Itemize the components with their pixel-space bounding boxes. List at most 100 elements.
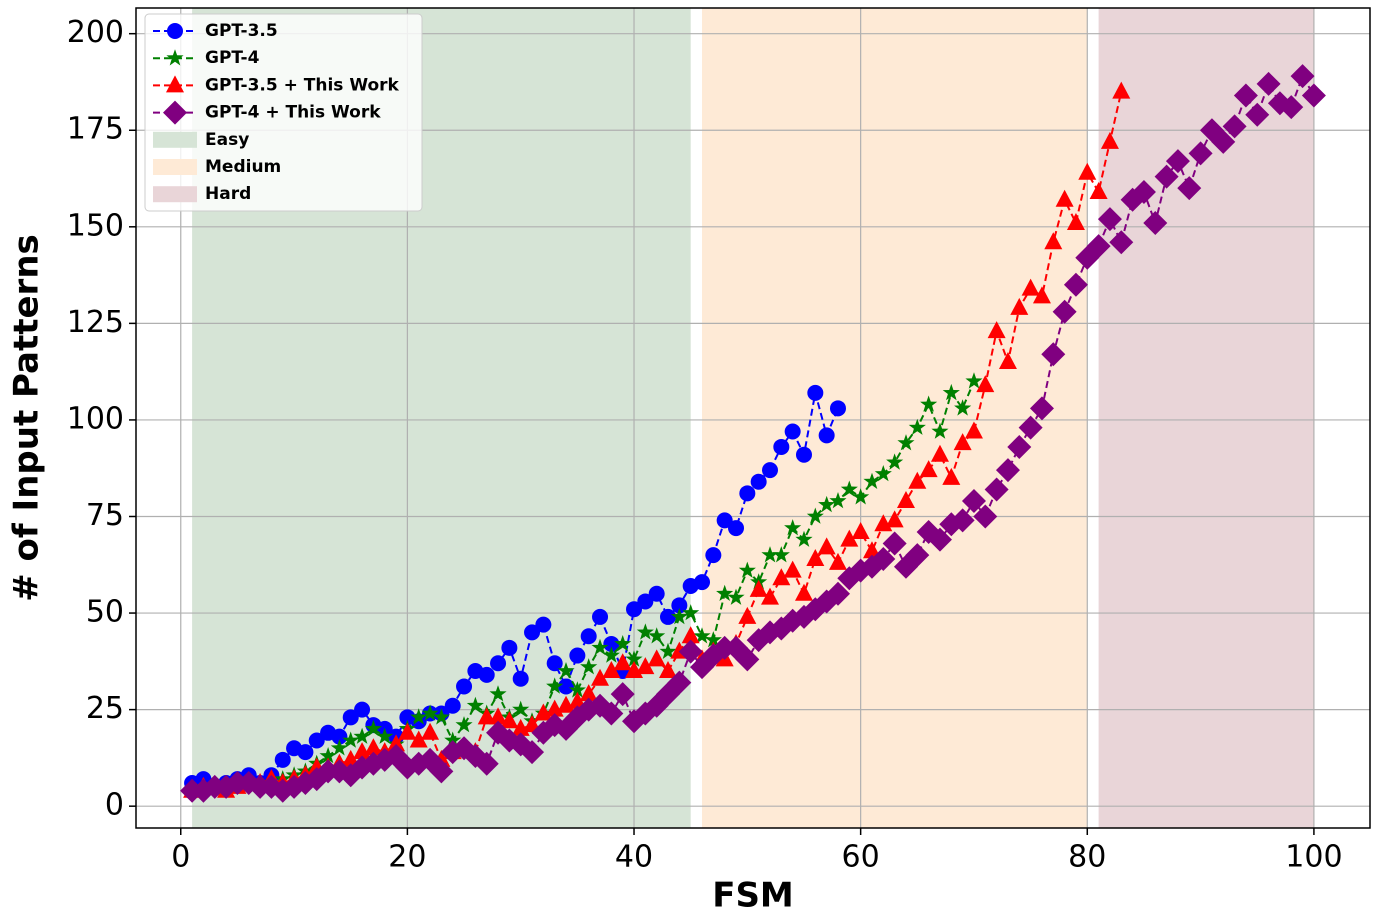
marker [342,731,360,748]
marker [489,685,507,702]
marker [973,504,998,529]
marker [908,471,927,489]
x-tick-label: 0 [171,840,190,875]
marker [455,716,473,733]
marker [432,708,450,725]
legend-label: Easy [205,130,249,150]
marker [760,587,779,605]
y-tick-label: 0 [105,788,124,823]
marker [795,530,813,547]
marker [466,696,484,713]
marker [163,100,187,125]
marker [274,751,291,768]
marker [761,462,778,479]
marker [1256,71,1281,96]
marker [772,568,791,586]
marker [354,701,371,718]
legend-label: GPT-3.5 [205,21,278,41]
marker [1021,278,1040,296]
x-tick-label: 20 [388,840,426,875]
marker [806,548,825,566]
marker [1279,95,1304,120]
marker [783,560,802,578]
marker [995,458,1020,483]
marker [1165,149,1190,174]
marker [535,616,552,633]
marker [761,546,779,563]
legend-swatch [153,186,197,203]
marker [421,722,440,740]
marker [1100,131,1119,149]
marker [825,581,850,606]
marker [626,601,643,618]
marker [489,707,508,725]
marker [863,472,881,489]
marker [998,351,1017,369]
region-span [1098,8,1314,828]
marker [667,670,692,695]
marker [636,657,655,675]
marker [659,642,677,659]
marker [602,660,621,678]
marker [546,677,564,694]
marker [772,546,790,563]
marker [784,423,801,440]
marker [735,647,760,672]
marker [342,709,359,726]
marker [919,460,938,478]
marker [851,521,870,539]
marker [580,658,598,675]
marker [908,418,926,435]
marker [961,489,986,514]
marker [647,649,666,667]
marker [874,465,892,482]
marker [885,510,904,528]
marker [429,759,454,784]
x-tick-label: 60 [842,840,880,875]
marker [840,529,859,547]
marker [501,639,518,656]
marker [1233,83,1258,108]
marker [1029,396,1054,421]
y-axis-label: # of Input Patterns [7,234,47,602]
marker [953,433,972,451]
marker [308,732,325,749]
marker [852,488,870,505]
legend-label: GPT-4 [205,48,260,68]
legend-swatch [153,159,197,175]
marker [421,704,439,721]
marker [591,638,609,656]
marker [1063,272,1088,297]
marker [637,593,654,610]
y-tick-label: 75 [86,498,124,533]
marker [331,728,348,745]
marker [330,739,348,756]
marker [727,588,745,605]
marker [579,684,598,702]
marker [682,604,700,621]
marker [942,383,960,401]
marker [353,727,371,744]
x-tick-label: 40 [615,840,653,875]
marker [1222,114,1247,139]
marker [738,606,757,624]
marker [1018,415,1043,440]
legend-label: Hard [205,184,251,204]
marker [1066,212,1085,230]
marker [569,647,586,664]
y-tick-label: 25 [86,691,124,726]
series [180,64,1326,803]
marker [478,666,495,683]
marker [1032,286,1051,304]
legend-label: Medium [205,157,281,177]
marker [920,395,938,412]
marker [784,519,802,536]
marker [659,660,678,678]
legend-label: GPT-4 + This Work [205,103,381,123]
marker [817,537,836,555]
marker [818,495,836,513]
marker [807,384,824,401]
marker [1055,189,1074,207]
marker [524,624,541,641]
